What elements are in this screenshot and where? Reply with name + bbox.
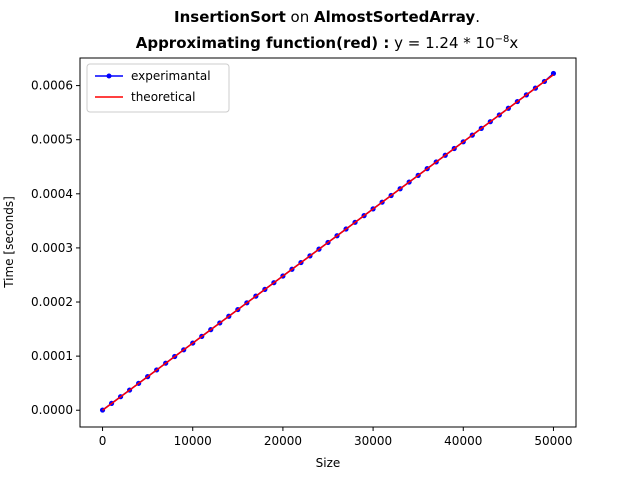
series-line-theoretical bbox=[102, 74, 554, 411]
title-period: . bbox=[475, 8, 480, 26]
chart-title-line2: Approximating function(red) : y = 1.24 *… bbox=[136, 34, 519, 52]
y-tick-label: 0.0006 bbox=[31, 79, 73, 93]
y-tick-label: 0.0001 bbox=[31, 349, 73, 363]
y-tick-label: 0.0003 bbox=[31, 241, 73, 255]
data-point bbox=[550, 70, 557, 77]
title-approx-label: Approximating function(red) : bbox=[136, 34, 390, 52]
x-tick-label: 30000 bbox=[354, 434, 392, 448]
title-formula-exponent: −8 bbox=[495, 34, 510, 45]
x-axis-ticks: 0 10000 20000 30000 40000 50000 bbox=[99, 427, 573, 448]
y-axis-label: Time [seconds] bbox=[2, 196, 16, 289]
y-tick-label: 0.0002 bbox=[31, 295, 73, 309]
title-on: on bbox=[286, 8, 314, 26]
title-dataset: AlmostSortedArray bbox=[314, 8, 475, 26]
x-tick-label: 50000 bbox=[534, 434, 572, 448]
x-tick-label: 40000 bbox=[444, 434, 482, 448]
title-algorithm: InsertionSort bbox=[174, 8, 286, 26]
legend-theoretical-label: theoretical bbox=[131, 90, 195, 104]
series-layer bbox=[99, 70, 557, 413]
legend-experimental-label: experimantal bbox=[131, 69, 211, 83]
x-tick-label: 10000 bbox=[174, 434, 212, 448]
x-tick-label: 0 bbox=[99, 434, 107, 448]
legend-experimental-marker bbox=[106, 73, 112, 79]
y-tick-label: 0.0005 bbox=[31, 133, 73, 147]
x-axis-label: Size bbox=[316, 456, 341, 470]
title-formula-prefix: y = 1.24 * 10 bbox=[389, 34, 494, 52]
y-tick-label: 0.0000 bbox=[31, 403, 73, 417]
title-formula-suffix: x bbox=[509, 34, 518, 52]
chart-title-line1: InsertionSort on AlmostSortedArray. bbox=[174, 8, 480, 26]
legend: experimantal theoretical bbox=[86, 63, 230, 113]
y-axis-ticks: 0.0000 0.0001 0.0002 0.0003 0.0004 0.0005 0.00… bbox=[31, 79, 80, 417]
y-tick-label: 0.0004 bbox=[31, 187, 73, 201]
x-tick-label: 20000 bbox=[264, 434, 302, 448]
